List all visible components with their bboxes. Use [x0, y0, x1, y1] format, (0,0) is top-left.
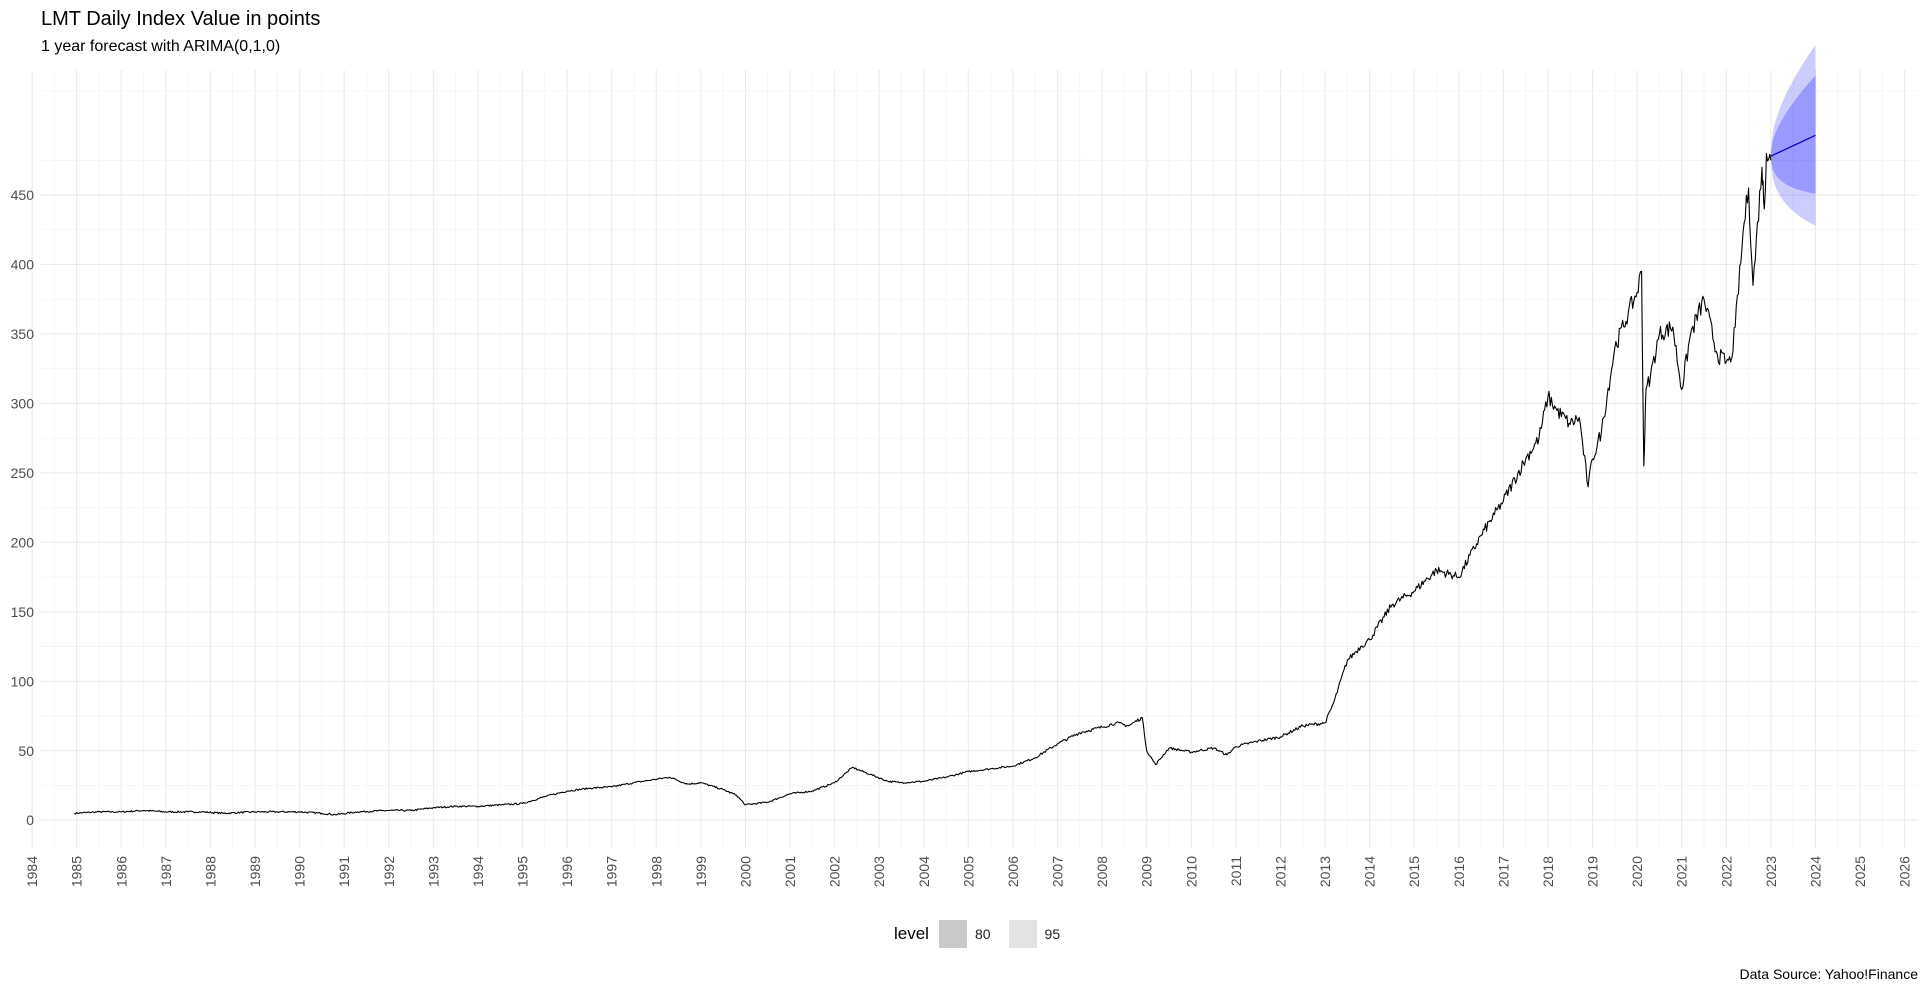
x-tick-label: 2001 [782, 856, 798, 887]
x-tick-label: 2022 [1718, 856, 1734, 887]
y-tick-label: 200 [11, 534, 35, 550]
y-tick-label: 150 [11, 604, 35, 620]
x-tick-label: 2007 [1050, 856, 1066, 887]
x-tick-label: 1996 [559, 856, 575, 887]
legend-title: level [894, 924, 929, 943]
x-tick-label: 2000 [737, 856, 753, 887]
legend: level 80 95 [894, 920, 1078, 948]
legend-label-95: 95 [1044, 926, 1061, 942]
chart-subtitle: 1 year forecast with ARIMA(0,1,0) [41, 38, 281, 55]
x-tick-label: 1988 [202, 856, 218, 887]
y-tick-label: 250 [11, 465, 35, 481]
x-tick-label: 1993 [425, 856, 441, 887]
forecast-bands [1770, 45, 1816, 226]
forecast-band-80 [1770, 75, 1816, 194]
legend-key-95 [1008, 920, 1037, 948]
y-tick-label: 450 [11, 187, 35, 203]
x-tick-label: 2024 [1807, 856, 1823, 887]
legend-key-80 [938, 920, 967, 948]
x-tick-label: 2023 [1763, 856, 1779, 887]
y-tick-label: 350 [11, 326, 35, 342]
x-tick-label: 2021 [1674, 856, 1690, 887]
historical-price-line [74, 152, 1772, 816]
x-tick-label: 2025 [1852, 856, 1868, 887]
x-tick-label: 2003 [871, 856, 887, 887]
x-tick-label: 2004 [916, 856, 932, 887]
y-tick-label: 300 [11, 395, 35, 411]
y-axis: 0 50 100 150 200 250 300 350 400 450 [11, 187, 35, 828]
x-tick-label: 2009 [1139, 856, 1155, 887]
x-tick-label: 1986 [113, 856, 129, 887]
x-axis: 1984 1985 1986 1987 1988 1989 1990 1991 1992 1993… [24, 856, 1913, 887]
x-tick-label: 2012 [1272, 856, 1288, 887]
x-tick-label: 2014 [1362, 856, 1378, 887]
x-tick-label: 2019 [1585, 856, 1601, 887]
x-tick-label: 2008 [1094, 856, 1110, 887]
x-tick-label: 1997 [604, 856, 620, 887]
forecast-band-95 [1770, 45, 1816, 226]
forecast-mean-line [1770, 134, 1816, 157]
x-tick-label: 1995 [515, 856, 531, 887]
x-tick-label: 1990 [292, 856, 308, 887]
x-tick-label: 2017 [1495, 856, 1511, 887]
x-tick-label: 2016 [1451, 856, 1467, 887]
x-tick-label: 1999 [693, 856, 709, 887]
x-tick-label: 1989 [247, 856, 263, 887]
x-tick-label: 2013 [1317, 856, 1333, 887]
x-tick-label: 1985 [69, 856, 85, 887]
x-tick-label: 1992 [381, 856, 397, 887]
series-lines [74, 134, 1816, 816]
x-tick-label: 1998 [648, 856, 664, 887]
x-tick-label: 2010 [1183, 856, 1199, 887]
x-tick-label: 2002 [827, 856, 843, 887]
x-tick-label: 2018 [1540, 856, 1556, 887]
x-tick-label: 2020 [1629, 856, 1645, 887]
x-tick-label: 1987 [158, 856, 174, 887]
x-tick-label: 1994 [470, 856, 486, 887]
x-tick-label: 2006 [1005, 856, 1021, 887]
legend-label-80: 80 [974, 926, 991, 942]
grid-minor [41, 70, 1918, 848]
x-tick-label: 2011 [1228, 856, 1244, 886]
x-tick-label: 2005 [960, 856, 976, 887]
y-tick-label: 0 [26, 812, 34, 828]
y-tick-label: 50 [18, 743, 34, 759]
x-tick-label: 1984 [24, 856, 40, 887]
x-tick-label: 1991 [336, 856, 352, 887]
data-source-caption: Data Source: Yahoo!Finance [1739, 966, 1919, 982]
y-tick-label: 100 [11, 673, 35, 689]
chart-title: LMT Daily Index Value in points [41, 8, 321, 30]
x-tick-label: 2026 [1897, 856, 1913, 887]
x-tick-label: 2015 [1406, 856, 1422, 887]
y-tick-label: 400 [11, 257, 35, 273]
grid-major [31, 70, 1918, 848]
